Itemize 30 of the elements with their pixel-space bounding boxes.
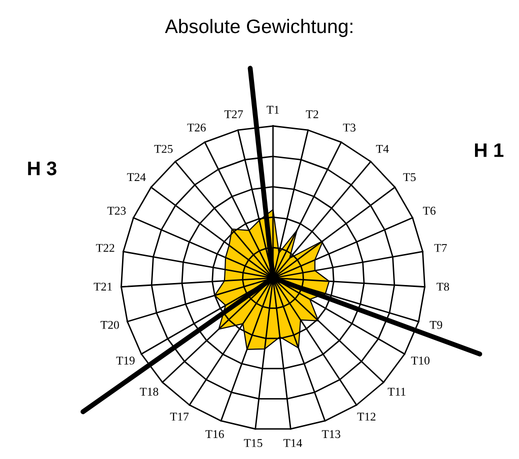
spoke-label: T19: [116, 356, 135, 365]
spoke-label: T16: [205, 430, 224, 438]
spoke-label: T23: [107, 206, 126, 215]
text: H 3: [28, 162, 56, 176]
spoke-label: T17: [170, 412, 189, 421]
spoke-label: T22: [96, 244, 114, 252]
spoke-label: T7: [434, 244, 447, 252]
spoke-label: T9: [430, 320, 442, 329]
spoke-label: T20: [100, 320, 119, 329]
spoke-label: T15: [244, 439, 262, 448]
spoke-label: T27: [224, 110, 243, 118]
spoke-label: T3: [343, 124, 356, 132]
spoke-label: T12: [357, 412, 376, 421]
spoke-label: T5: [403, 173, 416, 182]
spoke-label: T18: [140, 388, 158, 396]
spoke-label: T25: [154, 144, 173, 153]
spoke-label: T2: [306, 110, 318, 118]
text: H 1: [475, 143, 504, 157]
spoke-label: T6: [422, 206, 436, 215]
spoke-label: T13: [322, 430, 340, 438]
spoke-label: T1: [266, 106, 279, 114]
spoke-label: T26: [187, 124, 206, 132]
spoke-label: T14: [283, 439, 302, 447]
spoke-label: T24: [127, 173, 146, 181]
spoke-label: T21: [94, 282, 112, 291]
spoke-label: T8: [436, 282, 450, 291]
spoke-label: T11: [388, 388, 406, 396]
spoke-label: T4: [376, 144, 389, 153]
chart-title: Absolute Gewichtung:: [164, 18, 352, 38]
spoke-label: T10: [411, 356, 430, 365]
